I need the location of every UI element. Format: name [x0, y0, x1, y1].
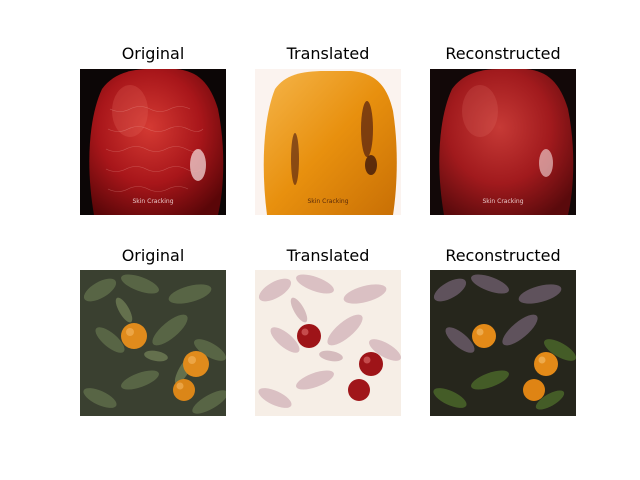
panel-title-translated-apple: Translated	[286, 44, 370, 63]
image-reconstructed-apple: Skin Cracking	[430, 69, 576, 215]
apple-caption-original: Skin Cracking	[132, 198, 173, 205]
apple-caption-translated: Skin Cracking	[307, 198, 348, 205]
panel-title-reconstructed-apple: Reconstructed	[445, 44, 561, 63]
apple-caption-reconstructed: Skin Cracking	[482, 198, 523, 205]
panel-title-translated-orange: Translated	[286, 246, 370, 265]
panel-title-original-orange: Original	[121, 246, 185, 265]
image-original-apple: Skin Cracking	[80, 69, 226, 215]
image-translated-apple: Skin Cracking	[255, 69, 401, 215]
image-translated-orange-tree	[255, 270, 401, 416]
panel-title-original-apple: Original	[121, 44, 185, 63]
panel-title-reconstructed-orange: Reconstructed	[445, 246, 561, 265]
image-original-orange-tree	[80, 270, 226, 416]
image-reconstructed-orange-tree	[430, 270, 576, 416]
